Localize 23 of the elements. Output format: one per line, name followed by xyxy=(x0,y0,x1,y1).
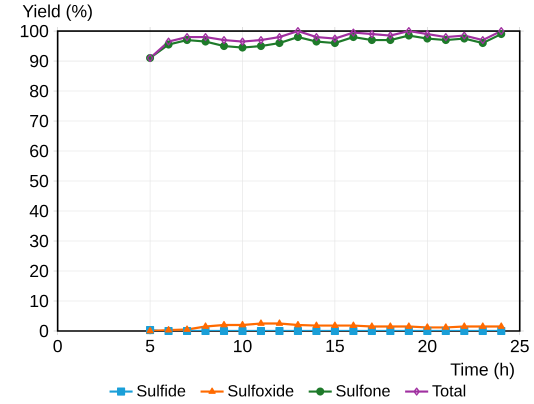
y-tick-label: 100 xyxy=(20,24,48,38)
y-axis-title: Yield (%) xyxy=(22,4,92,21)
x-tick-label: 20 xyxy=(418,340,436,352)
y-tick-label: 10 xyxy=(30,294,48,308)
y-tick-label: 80 xyxy=(30,84,48,98)
x-tick-label: 5 xyxy=(146,340,154,352)
y-tick-label: 90 xyxy=(30,54,48,68)
legend-label: Sulfide xyxy=(137,384,186,397)
x-axis-title: Time (h) xyxy=(450,362,514,380)
y-tick-label: 20 xyxy=(30,264,48,278)
y-tick-label: 60 xyxy=(30,144,48,158)
x-tick-label: 15 xyxy=(326,340,344,352)
y-tick-label: 50 xyxy=(30,174,48,188)
y-tick-label: 0 xyxy=(40,324,48,338)
x-tick-label: 25 xyxy=(510,340,529,352)
x-tick-label: 0 xyxy=(53,340,62,352)
legend-label: Total xyxy=(432,384,466,397)
legend-label: Sulfoxide xyxy=(228,384,294,397)
y-tick-label: 70 xyxy=(30,114,48,128)
y-tick-label: 30 xyxy=(30,234,48,248)
x-tick-label: 10 xyxy=(234,340,252,352)
y-tick-label: 40 xyxy=(30,204,48,218)
legend-label: Sulfone xyxy=(336,384,390,397)
